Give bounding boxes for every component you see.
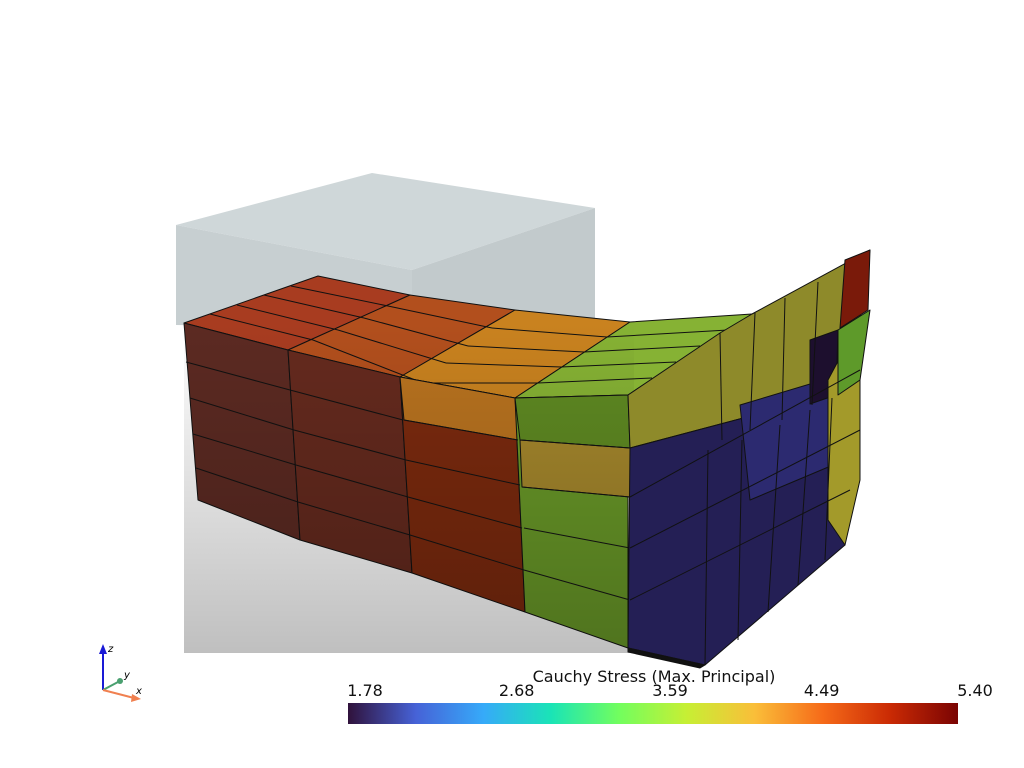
tick-label: 3.59 (652, 681, 688, 700)
colorbar: Cauchy Stress (Max. Principal) 1.78 2.68 3… (347, 667, 993, 724)
tick-label: 4.49 (804, 681, 840, 700)
mesh (183, 249, 871, 669)
axes-widget: z y x (99, 644, 142, 702)
tick-label: 5.40 (957, 681, 993, 700)
colorbar-title: Cauchy Stress (Max. Principal) (533, 667, 776, 686)
axis-label: z (107, 644, 114, 655)
tick-label: 1.78 (347, 681, 383, 700)
axis-label: x (135, 686, 142, 697)
axis-label: y (123, 670, 131, 681)
tick-label: 2.68 (499, 681, 535, 700)
colorbar-scale (348, 703, 958, 724)
